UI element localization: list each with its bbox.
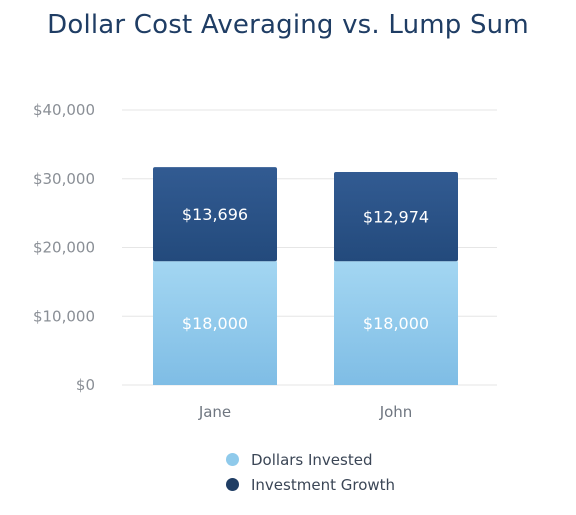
y-tick-label: $30,000 [33, 170, 95, 188]
data-label: $18,000 [182, 314, 248, 333]
bar-segment-dollars-invested [334, 261, 458, 385]
y-tick-label: $10,000 [33, 307, 95, 325]
y-tick-label: $0 [76, 376, 95, 394]
bar-segment-investment-growth [334, 172, 458, 262]
legend-swatch-icon [226, 478, 239, 491]
data-label: $18,000 [363, 314, 429, 333]
legend-item: Investment Growth [226, 472, 395, 497]
legend-label: Investment Growth [251, 475, 396, 494]
y-axis-ticks: $0 $10,000 $20,000 $30,000 $40,000 [33, 101, 95, 394]
y-tick-label: $40,000 [33, 101, 95, 119]
legend-swatch-icon [226, 453, 239, 466]
data-label: $12,974 [363, 208, 429, 227]
chart-title: Dollar Cost Averaging vs. Lump Sum [47, 10, 529, 40]
legend-item: Dollars Invested [226, 447, 395, 472]
x-axis-ticks: Jane John [198, 403, 412, 421]
bars: $18,000 $13,696 $18,000 $12,974 [153, 167, 458, 385]
data-label: $13,696 [182, 205, 248, 224]
x-tick-label: Jane [198, 403, 231, 421]
legend-label: Dollars Invested [251, 450, 373, 469]
x-tick-label: John [379, 403, 413, 421]
bar-segment-dollars-invested [153, 261, 277, 385]
bar-segment-investment-growth [153, 167, 277, 262]
y-tick-label: $20,000 [33, 239, 95, 257]
chart-legend: Dollars Invested Investment Growth [226, 447, 395, 497]
